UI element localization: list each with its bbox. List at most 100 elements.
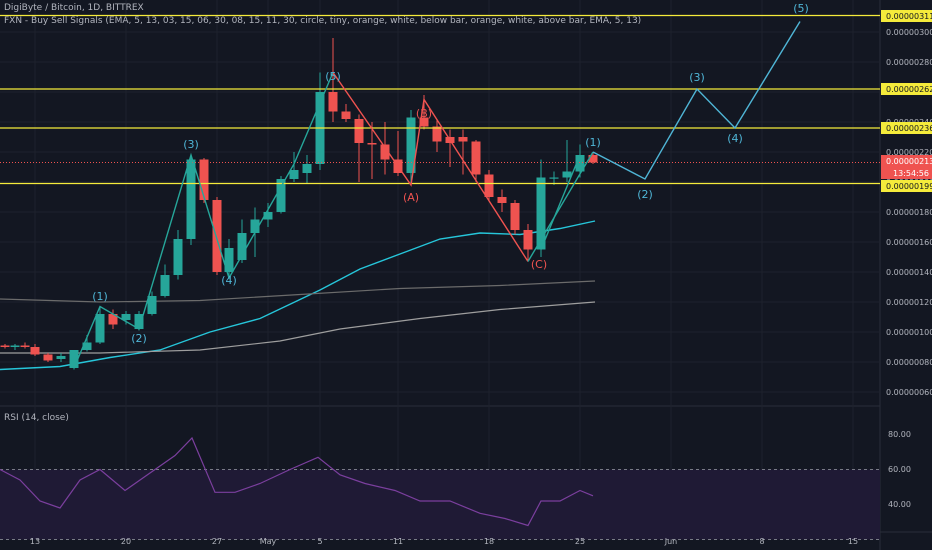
wave-label-4: (4)	[221, 274, 237, 287]
price-tick-label: 0.00000100	[886, 328, 932, 337]
candle-down	[484, 170, 494, 200]
rsi-indicator	[0, 436, 880, 540]
projection-label-3: (3)	[689, 71, 705, 84]
price-tick-label: 0.00000280	[886, 58, 932, 67]
candle-body	[250, 219, 260, 233]
last-price-tag	[881, 155, 932, 179]
candle-up	[160, 264, 170, 298]
moving-averages	[0, 220, 596, 371]
candle-body	[276, 179, 286, 212]
projection-label-2: (2)	[637, 188, 653, 201]
candle-body	[523, 230, 533, 250]
wave-label-3: (3)	[183, 138, 199, 151]
candle-body	[30, 347, 40, 355]
candle-body	[0, 345, 10, 347]
candle-body	[432, 126, 442, 142]
candle-up	[276, 176, 286, 214]
wave-label-c: (C)	[531, 258, 547, 271]
candle-up	[95, 306, 105, 344]
candle-down	[341, 104, 351, 122]
ma-mid-line	[0, 280, 596, 303]
candle-body	[302, 164, 312, 173]
candle-down	[510, 200, 520, 235]
wave-path	[527, 151, 594, 262]
candle-down	[432, 119, 442, 152]
candle-down	[497, 189, 507, 212]
price-tick-label: 0.00000180	[886, 208, 932, 217]
wave-path	[540, 154, 581, 250]
candle-body	[497, 197, 507, 203]
candle-up	[224, 239, 234, 278]
candle-up	[406, 110, 416, 185]
candle-body	[289, 170, 299, 179]
time-label-8: 8	[759, 537, 764, 546]
candle-body	[354, 119, 364, 143]
time-label-27: 27	[212, 537, 222, 546]
candle-body	[484, 174, 494, 197]
candle-body	[536, 177, 546, 250]
candle-up	[289, 152, 299, 182]
candle-down	[212, 197, 222, 275]
candle-down	[471, 140, 481, 182]
time-label-13: 13	[30, 537, 40, 546]
wave-label-1: (1)	[92, 290, 108, 303]
time-axis[interactable]: 13 20 27 May 5 11 18 25 Jun 8 15	[30, 537, 858, 546]
candle-body	[458, 137, 468, 142]
candle-body	[471, 141, 481, 175]
price-tick-label: 0.00000080	[886, 358, 932, 367]
horizontal-lines	[0, 14, 880, 185]
candle-body	[186, 159, 196, 239]
rsi-line	[0, 436, 594, 527]
time-label-5: 5	[317, 537, 322, 546]
time-label-11: 11	[393, 537, 403, 546]
wave-label-b: (B)	[416, 107, 432, 120]
line-236-tag	[881, 122, 932, 134]
line-262-label: 0.00000262	[886, 85, 932, 94]
price-tick-label: 0.00000300	[886, 28, 932, 37]
price-tick-label: 0.00000160	[886, 238, 932, 247]
wave-label-2: (2)	[131, 332, 147, 345]
rsi-level-80: 80.00	[888, 430, 911, 439]
candle-down	[43, 353, 53, 362]
candle-body	[419, 117, 429, 127]
rsi-band	[0, 469, 880, 540]
candle-up	[186, 155, 196, 245]
candle-body	[160, 275, 170, 296]
candle-body	[562, 171, 572, 178]
price-tick-label: 0.00000120	[886, 298, 932, 307]
ma-slow-line	[0, 301, 596, 354]
wave-path	[592, 21, 801, 180]
candle-body	[82, 342, 92, 350]
line-262-tag	[881, 83, 932, 95]
projection-label-5: (5)	[793, 2, 809, 15]
price-tick-label: 0.00000140	[886, 268, 932, 277]
wave-label-a: (A)	[403, 191, 419, 204]
time-label-20: 20	[121, 537, 131, 546]
candle-body	[121, 314, 131, 320]
candle-up	[56, 353, 66, 362]
rsi-level-60: 60.00	[888, 465, 911, 474]
candle-body	[134, 314, 144, 329]
candle-body	[56, 356, 66, 359]
candle-body	[328, 92, 338, 112]
time-label-18: 18	[484, 537, 494, 546]
chart-title: DigiByte / Bitcoin, 1D, BITTREX	[4, 3, 144, 13]
indicator-legend[interactable]: FXN - Buy Sell Signals (EMA, 5, 13, 03, …	[4, 16, 642, 26]
price-tick-label: 0.00000220	[886, 148, 932, 157]
rsi-level-40: 40.00	[888, 500, 911, 509]
countdown-label: 13:54:56	[893, 169, 929, 178]
line-236-label: 0.00000236	[886, 124, 932, 133]
candle-body	[588, 155, 598, 163]
candle-body	[95, 314, 105, 343]
candle-up	[575, 144, 585, 178]
time-label-jun: Jun	[664, 537, 678, 546]
candle-up	[147, 291, 157, 316]
candle-down	[523, 224, 533, 262]
candle-down	[20, 342, 30, 349]
candle-body	[575, 155, 585, 172]
wave-label-5: (5)	[325, 70, 341, 83]
candle-down	[30, 344, 40, 356]
candle-body	[20, 345, 30, 347]
price-pane	[0, 0, 880, 405]
projection-label-1: (1)	[585, 136, 601, 149]
